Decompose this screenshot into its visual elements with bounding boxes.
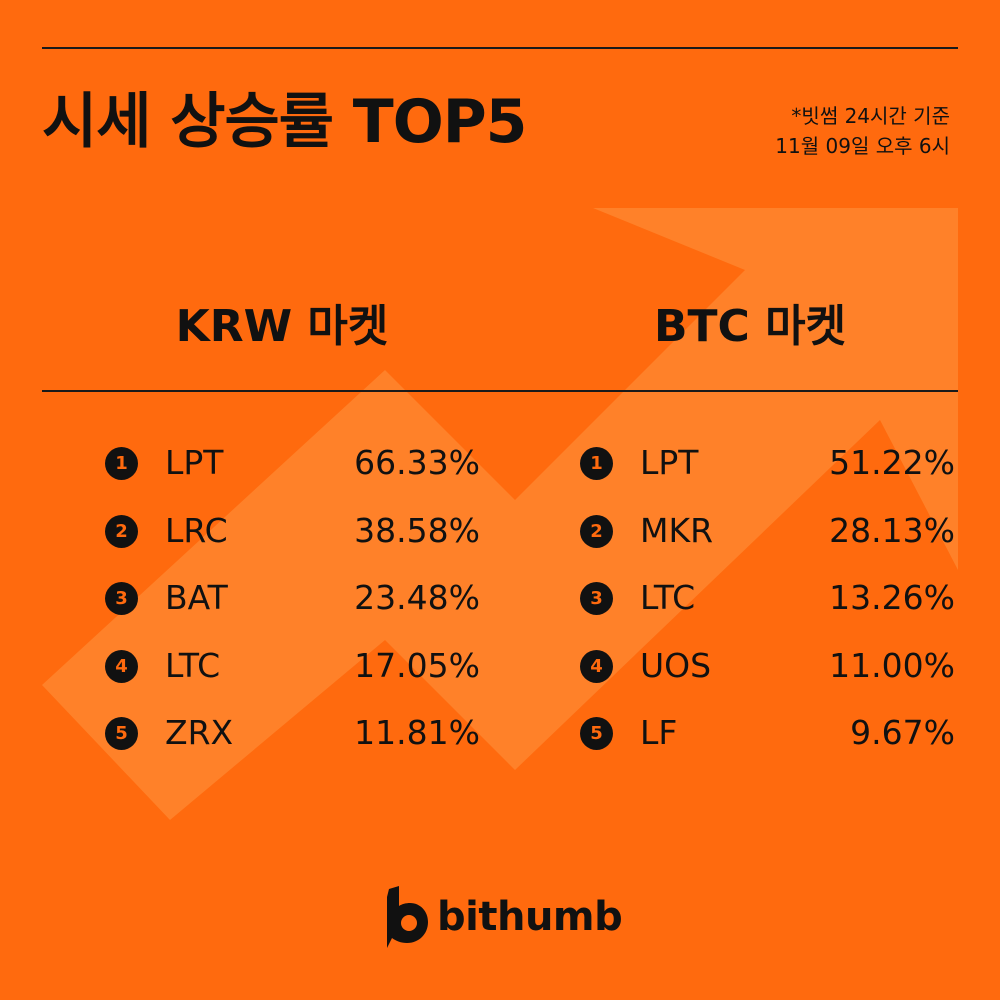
change-percent: 38.58% (354, 510, 480, 550)
basis-note: *빗썸 24시간 기준 11월 09일 오후 6시 (775, 101, 950, 161)
basis-line-1: *빗썸 24시간 기준 (791, 104, 950, 128)
rank-badge: 3 (105, 582, 138, 615)
coin-symbol: LTC (640, 578, 696, 617)
coin-symbol: LF (640, 713, 678, 752)
ranking-row: 4 UOS 11.00% (580, 643, 960, 711)
krw-ranking-list: 1 LPT 66.33% 2 LRC 38.58% 3 BAT 23.48% 4… (105, 440, 485, 778)
ranking-row: 1 LPT 66.33% (105, 440, 485, 508)
rank-badge: 2 (580, 514, 613, 548)
btc-ranking-list: 1 LPT 51.22% 2 MKR 28.13% 3 LTC 13.26% 4… (580, 440, 960, 778)
ranking-row: 5 ZRX 11.81% (105, 710, 485, 778)
change-percent: 9.67% (850, 713, 955, 752)
ranking-row: 4 LTC 17.05% (105, 643, 485, 711)
change-percent: 11.81% (354, 713, 480, 752)
bithumb-b-icon (387, 886, 428, 948)
change-percent: 23.48% (354, 578, 480, 617)
ranking-row: 2 MKR 28.13% (580, 508, 960, 576)
coin-symbol: UOS (640, 645, 712, 685)
page-title: 시세 상승률 TOP5 (42, 87, 527, 157)
coin-symbol: LTC (165, 645, 221, 685)
change-percent: 13.26% (829, 578, 955, 617)
ranking-row: 1 LPT 51.22% (580, 440, 960, 508)
rank-badge: 2 (105, 514, 138, 548)
logo-wordmark: bithumb (437, 894, 623, 940)
basis-line-2: 11월 09일 오후 6시 (775, 134, 950, 158)
change-percent: 28.13% (829, 510, 955, 550)
ranking-row: 3 BAT 23.48% (105, 575, 485, 643)
rank-badge: 5 (105, 717, 138, 750)
rank-badge: 1 (580, 447, 613, 480)
rank-badge: 4 (105, 649, 138, 683)
rank-badge: 4 (580, 649, 613, 683)
change-percent: 17.05% (354, 645, 480, 685)
coin-symbol: LRC (165, 510, 228, 550)
change-percent: 66.33% (354, 443, 480, 482)
krw-market-title: KRW 마켓 (175, 301, 389, 352)
bithumb-logo: bithumb (383, 886, 623, 948)
coin-symbol: MKR (640, 510, 714, 550)
coin-symbol: LPT (165, 443, 224, 482)
coin-symbol: LPT (640, 443, 699, 482)
ranking-row: 5 LF 9.67% (580, 710, 960, 778)
top-divider (42, 47, 958, 49)
ranking-row: 3 LTC 13.26% (580, 575, 960, 643)
rank-badge: 5 (580, 717, 613, 750)
section-divider (42, 390, 958, 392)
coin-symbol: ZRX (165, 713, 234, 752)
change-percent: 11.00% (829, 645, 955, 685)
change-percent: 51.22% (829, 443, 955, 482)
rank-badge: 3 (580, 582, 613, 615)
btc-market-title: BTC 마켓 (653, 301, 847, 352)
coin-symbol: BAT (165, 578, 228, 617)
rank-badge: 1 (105, 447, 138, 480)
ranking-row: 2 LRC 38.58% (105, 508, 485, 576)
